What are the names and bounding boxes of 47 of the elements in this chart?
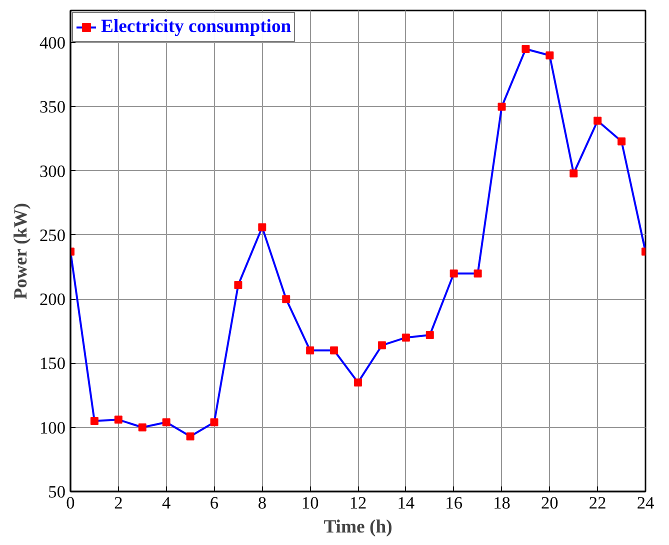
- point: [594, 116, 602, 125]
- y-tick-label: 300: [40, 162, 66, 181]
- x-tick-label: 2: [114, 494, 123, 512]
- point: [306, 346, 314, 354]
- y-tick-label: 100: [40, 418, 66, 438]
- x-tick-label: 22: [588, 494, 606, 512]
- x-tick-label: 14: [397, 494, 415, 512]
- point: [402, 334, 410, 342]
- point: [426, 331, 434, 340]
- point: [90, 416, 98, 425]
- point: [162, 418, 170, 426]
- point: [138, 423, 146, 432]
- point: [258, 223, 266, 232]
- point: [522, 44, 530, 53]
- point: [498, 102, 506, 111]
- point: [114, 416, 122, 424]
- point: [474, 269, 482, 278]
- point: [570, 169, 578, 178]
- x-tick-label: 8: [258, 494, 267, 512]
- point: [354, 378, 362, 386]
- point: [210, 418, 218, 426]
- x-axis-title: Time (h): [324, 516, 392, 538]
- x-tick-label: 4: [162, 494, 171, 512]
- y-tick-label: 200: [40, 290, 66, 310]
- y-tick-label: 400: [40, 34, 66, 53]
- x-tick-label: 12: [349, 494, 367, 512]
- point: [282, 295, 290, 304]
- point: [618, 137, 626, 146]
- point: [234, 280, 242, 289]
- point: [330, 346, 338, 354]
- x-tick-label: 0: [66, 494, 75, 512]
- x-tick-label: 6: [210, 494, 219, 512]
- y-axis-title: Power (kW): [10, 202, 32, 300]
- y-tick-label: 50: [48, 482, 66, 502]
- x-tick-label: 20: [541, 494, 558, 512]
- x-tick-label: 18: [493, 494, 510, 512]
- x-tick-label: 10: [301, 494, 319, 512]
- x-tick-label: 24: [636, 494, 654, 512]
- point: [186, 432, 194, 440]
- point: [450, 269, 458, 278]
- point: [378, 341, 386, 350]
- y-tick-label: 150: [40, 354, 66, 374]
- x-tick-label: 16: [445, 494, 463, 512]
- legend-label: Electricity consumption: [101, 16, 292, 38]
- point: [546, 51, 554, 60]
- y-tick-label: 250: [40, 226, 66, 245]
- y-tick-label: 350: [40, 98, 66, 117]
